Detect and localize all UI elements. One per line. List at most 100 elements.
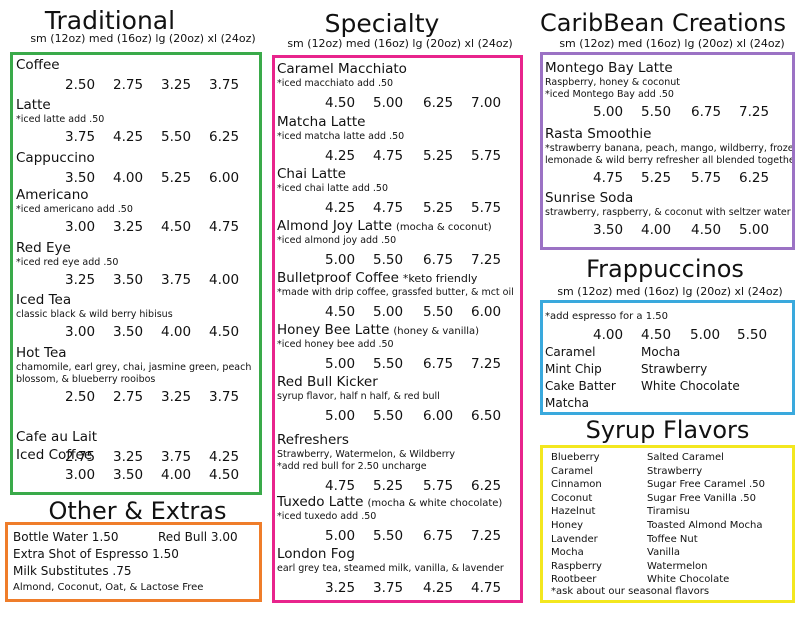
item-note: earl grey tea, steamed milk, vanilla, & … <box>277 563 504 574</box>
specialty-heading: Specialty <box>324 9 440 38</box>
price-xl: 4.50 <box>209 467 240 483</box>
item-note: *iced latte add .50 <box>16 114 105 125</box>
syrup-flavor: Sugar Free Vanilla .50 <box>647 492 756 504</box>
price-xl: 7.25 <box>471 252 502 268</box>
price-lg: 6.25 <box>423 95 454 111</box>
price-xl: 7.25 <box>471 356 502 372</box>
price-sm: 4.00 <box>593 327 624 343</box>
item-name-text: London Fog <box>277 546 355 562</box>
item-note: *iced chai latte add .50 <box>277 183 389 194</box>
price-med: 4.00 <box>641 222 672 238</box>
item-name-text: Chai Latte <box>277 166 346 182</box>
syrup-flavor: Mocha <box>551 547 584 559</box>
item-name: Montego Bay Latte <box>545 60 673 76</box>
price-lg: 4.00 <box>161 324 192 340</box>
item-name: Iced Tea <box>16 292 72 308</box>
price-med: 5.50 <box>373 252 404 268</box>
item-note: blossom, & blueberry rooibos <box>16 374 156 385</box>
price-lg: 6.75 <box>423 528 454 544</box>
price-xl: 4.75 <box>471 580 502 596</box>
item-name: Almond Joy Latte (mocha & coconut) <box>277 218 492 236</box>
price-sm: 5.00 <box>325 528 356 544</box>
syrups-menu: Blueberry Caramel Cinnamon Coconut Hazelnut H… <box>540 445 795 603</box>
item-note: *iced matcha latte add .50 <box>277 131 405 142</box>
syrup-flavor: Vanilla <box>647 547 680 559</box>
frappuccino-flavor: White Chocolate <box>641 379 740 393</box>
price-sm: 3.50 <box>65 170 96 186</box>
syrup-flavor: Blueberry <box>551 452 600 463</box>
item-note: Strawberry, Watermelon, & Wildberry <box>277 449 456 460</box>
price-xl: 6.25 <box>209 129 240 145</box>
syrup-flavor: Lavender <box>551 533 598 545</box>
syrup-flavor: Honey <box>551 520 584 531</box>
price-sm: 2.50 <box>65 389 96 405</box>
price-xl: 7.00 <box>471 95 502 111</box>
price-sm: 5.00 <box>325 356 356 372</box>
frappuccino-flavor: Mocha <box>641 345 681 359</box>
price-sm: 4.75 <box>325 478 356 494</box>
price-lg: 3.25 <box>161 389 192 405</box>
item-note: chamomile, earl grey, chai, jasmine gree… <box>16 362 252 373</box>
item-note: *iced honey bee add .50 <box>277 339 394 350</box>
item-note: *iced americano add .50 <box>16 204 133 215</box>
price-med: 5.00 <box>373 304 404 320</box>
price-med: 4.50 <box>641 327 672 343</box>
item-name: Rasta Smoothie <box>545 126 652 142</box>
milk-substitutes: Milk Substitutes .75 <box>13 564 132 578</box>
price-xl: 6.25 <box>739 170 770 186</box>
caribbean-menu: Montego Bay Latte Raspberry, honey & coco… <box>540 52 795 250</box>
frappuccino-flavor: Matcha <box>545 396 589 410</box>
frappuccinos-size-header: sm (12oz) med (16oz) lg (20oz) xl (24oz) <box>557 285 783 298</box>
price-sm: 4.25 <box>325 148 356 164</box>
item-name-text: Matcha Latte <box>277 114 366 130</box>
price-sm: 4.75 <box>593 170 624 186</box>
price-lg: 4.50 <box>691 222 722 238</box>
price-xl: 4.50 <box>209 324 240 340</box>
price-lg: 3.75 <box>161 272 192 288</box>
price-lg: 5.25 <box>423 200 454 216</box>
price-lg: 4.00 <box>161 467 192 483</box>
price-xl: 5.75 <box>471 200 502 216</box>
syrup-flavor: White Chocolate <box>647 574 730 586</box>
price-sm: 3.00 <box>65 467 96 483</box>
price-xl: 4.25 <box>209 449 240 465</box>
price-xl: 6.00 <box>471 304 502 320</box>
price-med: 5.50 <box>373 528 404 544</box>
frappuccino-espresso-note: *add espresso for a 1.50 <box>545 311 668 322</box>
specialty-menu: Caramel Macchiato *iced macchiato add .50… <box>272 55 523 603</box>
item-name-text: Almond Joy Latte <box>277 218 393 234</box>
item-name: Red Eye <box>16 240 71 256</box>
price-med: 3.50 <box>113 467 144 483</box>
syrup-flavor: Rootbeer <box>551 574 597 586</box>
price-med: 4.25 <box>113 129 144 145</box>
item-name: Bulletproof Coffee *keto friendly <box>277 270 477 287</box>
price-lg: 3.25 <box>161 77 192 93</box>
price-lg: 3.75 <box>161 449 192 465</box>
price-med: 5.50 <box>373 356 404 372</box>
price-med: 3.50 <box>113 272 144 288</box>
specialty-size-header: sm (12oz) med (16oz) lg (20oz) xl (24oz) <box>287 37 513 50</box>
item-note: syrup flavor, half n half, & red bull <box>277 391 440 402</box>
traditional-menu: Coffee 2.50 2.75 3.25 3.75 Latte *iced latte a… <box>10 52 262 495</box>
item-name-text: Bulletproof Coffee <box>277 270 399 286</box>
price-sm: 5.00 <box>325 408 356 424</box>
price-med: 4.75 <box>373 148 404 164</box>
price-lg: 5.00 <box>690 327 721 343</box>
price-xl: 5.00 <box>739 222 770 238</box>
frappuccino-flavor: Strawberry <box>641 362 708 376</box>
price-xl: 7.25 <box>739 104 770 120</box>
item-note: lemonade & wild berry refresher all blen… <box>545 155 795 166</box>
price-sm: 3.25 <box>325 580 356 596</box>
price-med: 2.75 <box>113 389 144 405</box>
item-name: Sunrise Soda <box>545 190 634 206</box>
item-name: Chai Latte <box>277 166 346 182</box>
price-med: 4.00 <box>113 170 144 186</box>
price-sm: 3.25 <box>65 272 96 288</box>
caribbean-heading: CaribBean Creations <box>540 9 787 37</box>
price-med: 3.25 <box>113 219 144 235</box>
item-name-text: Refreshers <box>277 432 349 448</box>
price-sm: 3.00 <box>65 324 96 340</box>
syrups-heading: Syrup Flavors <box>585 416 750 444</box>
item-note: *iced tuxedo add .50 <box>277 511 377 522</box>
item-name-text: Red Bull Kicker <box>277 374 378 390</box>
